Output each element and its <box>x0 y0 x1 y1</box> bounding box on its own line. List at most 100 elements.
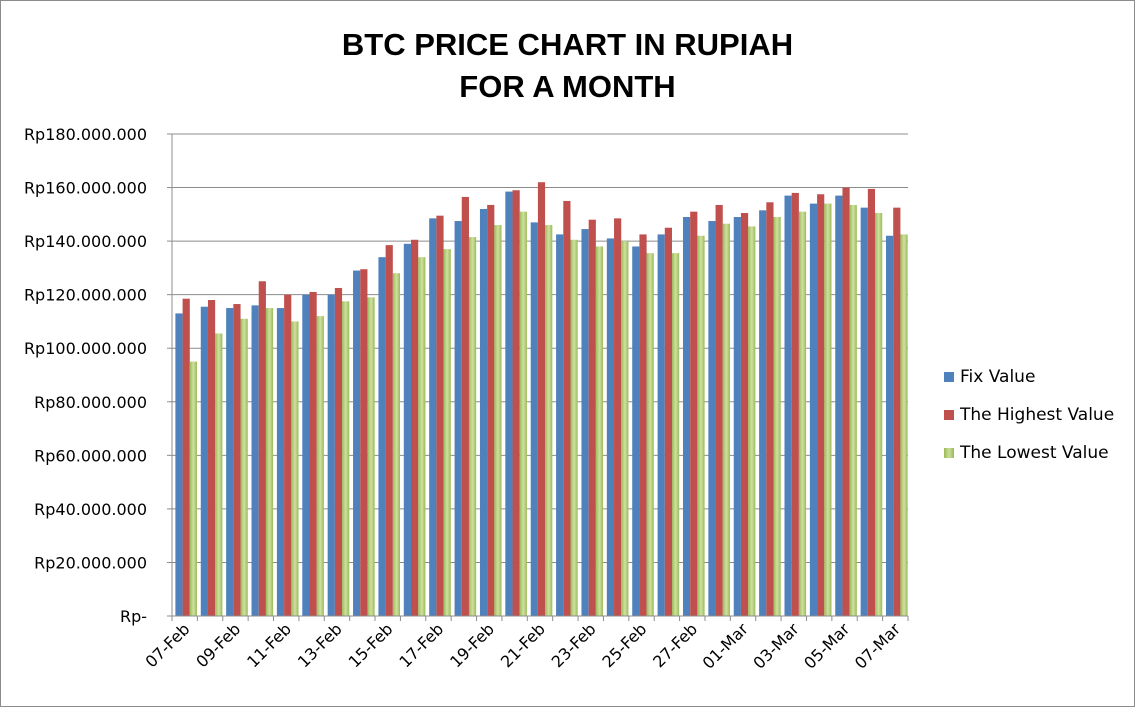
bar-lowest-value <box>342 301 350 616</box>
legend-label-fix-value: Fix Value <box>960 367 1036 387</box>
legend-label-lowest-value: The Lowest Value <box>960 443 1109 463</box>
legend: Fix Value The Highest Value The Lowest V… <box>944 358 1114 472</box>
legend-swatch-fix-value <box>944 372 954 382</box>
chart-title-line-1: BTC PRICE CHART IN RUPIAH <box>341 27 794 62</box>
bar-lowest-value <box>494 225 502 617</box>
legend-item-highest-value: The Highest Value <box>944 396 1114 434</box>
bar-highest-value <box>284 294 292 616</box>
bar-highest-value <box>563 200 571 616</box>
bar-lowest-value <box>875 212 883 616</box>
bar-lowest-value <box>773 217 781 616</box>
bar-lowest-value <box>671 253 680 616</box>
bar-highest-value <box>207 300 216 616</box>
bar-lowest-value <box>545 225 553 617</box>
bar-highest-value <box>360 269 368 616</box>
bar-highest-value <box>893 207 901 616</box>
x-tick-label: 27-Feb <box>649 619 701 671</box>
bar-lowest-value <box>798 211 807 616</box>
bar-fix-value <box>657 234 665 616</box>
y-tick-label: Rp60.000.000 <box>34 446 147 465</box>
bar-fix-value <box>175 313 183 616</box>
bar-lowest-value <box>697 235 705 616</box>
x-tick-label: 15-Feb <box>345 619 397 671</box>
bar-highest-value <box>182 298 190 616</box>
bar-lowest-value <box>570 239 578 616</box>
bar-fix-value <box>403 243 412 617</box>
bar-lowest-value <box>722 223 730 616</box>
bar-highest-value <box>740 212 749 616</box>
bar-lowest-value <box>595 246 604 616</box>
bar-highest-value <box>842 187 850 617</box>
bar-fix-value <box>200 306 208 616</box>
bar-fix-value <box>276 308 285 616</box>
bar-fix-value <box>378 257 386 616</box>
bar-fix-value <box>759 210 767 617</box>
bar-lowest-value <box>418 257 426 616</box>
bar-highest-value <box>867 188 876 616</box>
bar-highest-value <box>385 245 393 616</box>
bar-highest-value <box>690 211 698 616</box>
bar-lowest-value <box>646 253 654 616</box>
x-tick-label: 25-Feb <box>598 619 650 671</box>
legend-item-lowest-value: The Lowest Value <box>944 434 1114 472</box>
legend-swatch-highest-value <box>944 410 954 420</box>
y-tick-label: Rp180.000.000 <box>24 125 147 144</box>
bar-lowest-value <box>443 249 451 616</box>
x-tick-label: 23-Feb <box>548 619 600 671</box>
bar-fix-value <box>429 218 437 616</box>
y-tick-label: Rp- <box>120 607 147 626</box>
chart-title: BTC PRICE CHART IN RUPIAH FOR A MONTH <box>0 24 1135 108</box>
bar-fix-value <box>784 195 792 617</box>
bar-highest-value <box>817 194 825 616</box>
y-tick-label: Rp120.000.000 <box>24 286 147 305</box>
bar-lowest-value <box>748 226 756 616</box>
bar-lowest-value <box>468 237 477 616</box>
bar-fix-value <box>302 294 310 616</box>
y-tick-label: Rp160.000.000 <box>24 179 147 198</box>
x-tick-label: 03-Mar <box>749 619 803 673</box>
bar-fix-value <box>327 294 335 616</box>
bar-highest-value <box>664 227 672 616</box>
x-tick-label: 11-Feb <box>243 619 295 671</box>
bar-lowest-value <box>849 204 857 616</box>
bar-lowest-value <box>265 308 274 616</box>
chart-title-line-2: FOR A MONTH <box>459 69 676 104</box>
bar-highest-value <box>512 190 520 616</box>
bar-lowest-value <box>215 333 223 616</box>
bars <box>175 182 908 617</box>
bar-highest-value <box>233 304 241 616</box>
x-axis-ticks: 07-Feb09-Feb11-Feb13-Feb15-Feb17-Feb19-F… <box>142 616 909 673</box>
bar-fix-value <box>632 246 640 616</box>
legend-label-highest-value: The Highest Value <box>960 405 1115 425</box>
bar-fix-value <box>530 222 538 616</box>
bar-highest-value <box>715 204 723 616</box>
bar-fix-value <box>886 235 894 616</box>
bar-fix-value <box>682 217 691 616</box>
bar-fix-value <box>860 207 868 616</box>
x-tick-label: 13-Feb <box>294 619 346 671</box>
bar-highest-value <box>639 234 647 616</box>
bar-lowest-value <box>824 203 832 616</box>
y-axis-ticks: Rp- Rp20.000.000 Rp40.000.000 Rp60.000.000 R… <box>24 125 172 626</box>
y-tick-label: Rp20.000.000 <box>34 553 147 572</box>
axes <box>171 134 908 617</box>
bar-fix-value <box>733 217 741 616</box>
bar-lowest-value <box>240 318 248 616</box>
bar-highest-value <box>258 281 266 616</box>
bar-lowest-value <box>316 316 324 616</box>
x-tick-label: 07-Feb <box>142 619 194 671</box>
bar-fix-value <box>556 234 564 616</box>
bar-lowest-value <box>900 234 908 616</box>
bar-lowest-value <box>392 273 401 616</box>
legend-item-fix-value: Fix Value <box>944 358 1114 396</box>
x-tick-label: 21-Feb <box>497 619 549 671</box>
bar-highest-value <box>791 192 799 616</box>
y-tick-label: Rp80.000.000 <box>34 393 147 412</box>
bar-fix-value <box>809 203 818 616</box>
bar-fix-value <box>353 270 361 616</box>
bar-lowest-value <box>291 321 299 616</box>
bar-fix-value <box>708 221 716 616</box>
bar-highest-value <box>614 218 622 616</box>
bar-lowest-value <box>367 297 375 616</box>
